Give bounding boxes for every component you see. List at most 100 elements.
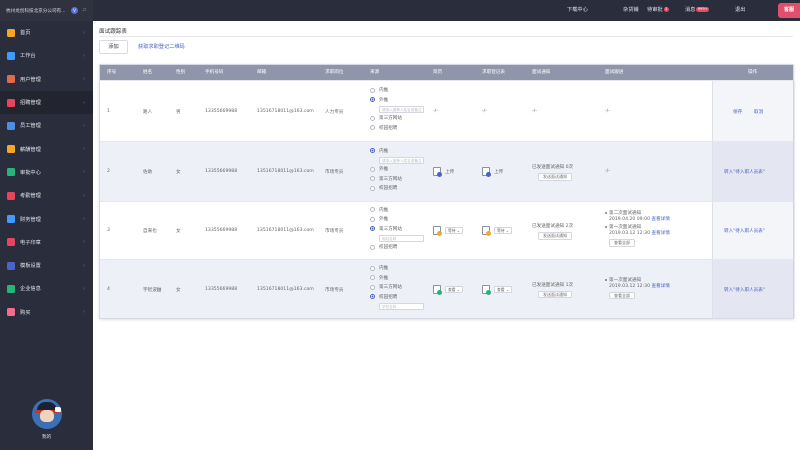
messages-link[interactable]: 消息 999+ <box>685 0 710 21</box>
avatar[interactable] <box>31 399 62 429</box>
source-option[interactable]: 外推 <box>370 95 424 105</box>
approval-link[interactable]: 待审批 2 <box>647 0 669 21</box>
move-to-onboarding-button[interactable]: 转入"待入职人员表" <box>724 170 765 175</box>
radio-icon[interactable] <box>370 244 375 250</box>
recruit-icon <box>7 98 15 107</box>
save-button[interactable]: 保存 <box>733 109 743 115</box>
column-header[interactable]: 面试跟进 <box>605 70 624 75</box>
sidebar-item-9[interactable]: 电子印章 › <box>0 231 93 254</box>
source-option[interactable]: 校园招聘 <box>370 123 424 133</box>
radio-icon[interactable] <box>370 216 375 222</box>
sidebar-item-12[interactable]: 购买 › <box>0 301 93 324</box>
column-header[interactable]: 求职岗位 <box>325 70 344 75</box>
radio-icon[interactable] <box>370 125 375 131</box>
source-option[interactable]: 内推 <box>370 146 424 156</box>
company-switcher[interactable]: 杭州龙创科技北京分公司有... V ⇄ <box>0 0 93 21</box>
cell-position: 人力专员 <box>325 109 344 115</box>
sidebar-item-0[interactable]: 首页 › <box>0 21 93 44</box>
column-header[interactable]: 求职登记表 <box>482 70 505 75</box>
cell-follow: 第二次面试通知 2019.04.20 09:00 查看详情 第一次面试通知 2019.… <box>605 210 670 247</box>
table-row: 3 自来也 女 13355669988 13516718011@163.com 市场专员 内… <box>100 201 795 259</box>
source-option[interactable]: 校园招聘 <box>370 184 424 194</box>
customer-service-button[interactable]: 客服 <box>778 3 800 18</box>
sidebar-item-7[interactable]: 考勤管理 › <box>0 184 93 207</box>
cell-position: 市场专员 <box>325 170 344 175</box>
shop-link[interactable]: 杂货铺 <box>623 7 639 13</box>
sidebar-item-3[interactable]: 招聘管理 › <box>0 90 93 115</box>
form-status-select[interactable]: 查看 ⌄ <box>494 285 512 293</box>
cell-form: 等待 ⌄ <box>482 226 512 236</box>
source-option[interactable]: 校园招聘 <box>370 243 424 253</box>
source-detail-input[interactable]: 学校名称 <box>379 302 424 310</box>
sidebar-item-6[interactable]: 审批中心 › <box>0 161 93 184</box>
source-option[interactable]: 内推 <box>370 86 424 96</box>
resume-status-select[interactable]: 查看 ⌄ <box>445 285 463 293</box>
source-option[interactable]: 第三方网站 <box>370 114 424 124</box>
column-header[interactable]: 手机号码 <box>205 70 224 75</box>
get-qr-code-link[interactable]: 获取求职登记二维码 <box>138 44 185 50</box>
column-header[interactable]: 性别 <box>176 70 186 75</box>
radio-icon[interactable] <box>370 275 375 281</box>
view-detail-link[interactable]: 查看详情 <box>651 231 670 236</box>
form-status-select[interactable]: 等待 ⌄ <box>494 227 512 234</box>
radio-icon[interactable] <box>370 166 375 172</box>
radio-icon[interactable] <box>370 226 375 232</box>
radio-icon[interactable] <box>370 265 375 271</box>
radio-icon[interactable] <box>370 97 375 103</box>
source-detail-input[interactable]: 请录入推荐人姓名或备注 <box>379 105 424 113</box>
radio-icon[interactable] <box>370 207 375 213</box>
view-all-button[interactable]: 查看全部 <box>609 291 635 299</box>
resume-status-select[interactable]: 等待 ⌄ <box>445 227 463 234</box>
sidebar-item-2[interactable]: 用户管理 › <box>0 68 93 91</box>
link-icon[interactable]: ⇄ <box>82 8 87 13</box>
sidebar-item-10[interactable]: 模板设置 › <box>0 254 93 277</box>
column-header[interactable]: 姓名 <box>143 70 153 75</box>
radio-icon[interactable] <box>370 115 375 121</box>
sidebar-item-11[interactable]: 企业信息 › <box>0 277 93 300</box>
source-option[interactable]: 外推 <box>370 165 424 175</box>
add-button[interactable]: 添加 <box>99 40 128 54</box>
sidebar-item-1[interactable]: 工作台 › <box>0 44 93 67</box>
radio-icon[interactable] <box>370 176 375 182</box>
chevron-right-icon: › <box>83 76 85 83</box>
column-header[interactable]: 面试通知 <box>532 70 551 75</box>
source-option[interactable]: 第三方网站 <box>370 174 424 184</box>
source-radio-group: 内推 请录入推荐人姓名或备注 外推 第三方网站 校园招聘 <box>370 146 424 193</box>
send-notice-button[interactable]: 发送面试通知 <box>538 290 572 298</box>
radio-icon[interactable] <box>370 294 375 300</box>
radio-icon[interactable] <box>370 87 375 93</box>
radio-icon[interactable] <box>370 148 375 154</box>
column-header[interactable]: 邮箱 <box>257 70 267 75</box>
resume-upload-link[interactable]: 上传 <box>445 170 455 175</box>
source-option[interactable]: 内推 <box>370 264 424 274</box>
sidebar-item-4[interactable]: 员工管理 › <box>0 114 93 137</box>
move-to-onboarding-button[interactable]: 转入"待入职人员表" <box>724 287 765 293</box>
view-detail-link[interactable]: 查看详情 <box>651 283 670 289</box>
my-profile[interactable]: 我的 <box>0 399 93 440</box>
form-upload-link[interactable]: 上传 <box>494 170 504 175</box>
source-option[interactable]: 第三方网站 <box>370 283 424 293</box>
send-notice-button[interactable]: 发送面试通知 <box>538 173 572 181</box>
column-header[interactable]: 来源 <box>370 70 380 75</box>
monitor-icon <box>7 51 15 60</box>
send-notice-button[interactable]: 发送面试通知 <box>538 232 572 240</box>
source-detail-input[interactable]: 请录入推荐人姓名或备注 <box>379 156 424 164</box>
cancel-button[interactable]: 取消 <box>754 109 764 115</box>
source-option[interactable]: 外推 <box>370 215 424 225</box>
source-detail-input[interactable]: 网站名称 <box>379 234 424 242</box>
source-option[interactable]: 内推 <box>370 205 424 215</box>
download-center-link[interactable]: 下载中心 <box>567 7 588 13</box>
radio-icon[interactable] <box>370 185 375 191</box>
column-header[interactable]: 简历 <box>433 70 443 75</box>
radio-icon[interactable] <box>370 284 375 290</box>
source-option[interactable]: 第三方网站 <box>370 224 424 234</box>
sidebar-item-5[interactable]: 薪酬管理 › <box>0 137 93 160</box>
source-option[interactable]: 外推 <box>370 273 424 283</box>
sidebar-item-8[interactable]: 财务管理 › <box>0 207 93 230</box>
view-all-button[interactable]: 查看全部 <box>609 239 635 247</box>
sidebar-item-label: 首页 <box>20 30 31 37</box>
view-detail-link[interactable]: 查看详情 <box>651 217 670 222</box>
logout-button[interactable]: 退出 <box>735 7 746 13</box>
source-option[interactable]: 校园招聘 <box>370 292 424 302</box>
move-to-onboarding-button[interactable]: 转入"待入职人员表" <box>724 229 765 234</box>
